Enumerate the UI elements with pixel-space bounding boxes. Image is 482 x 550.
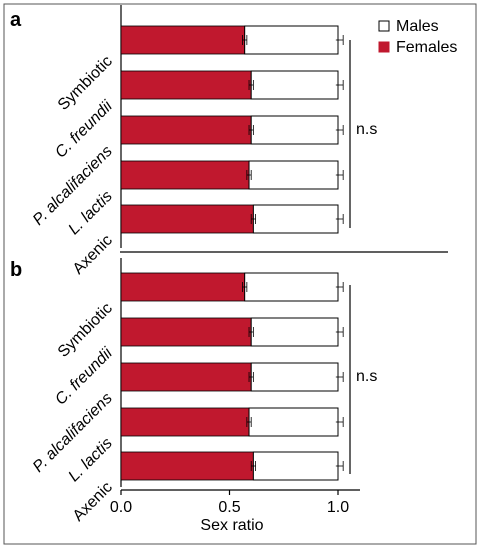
x-tick-label: 0.0 xyxy=(110,499,132,516)
bar-males xyxy=(244,25,339,55)
panel-a-label: a xyxy=(10,9,22,31)
x-tick-label: 0.5 xyxy=(218,499,240,516)
bar-males xyxy=(250,317,339,347)
panel-a-significance: n.s xyxy=(349,40,377,228)
bar-males xyxy=(252,451,339,481)
bar-males xyxy=(250,115,339,145)
panel-b-significance: n.s xyxy=(349,285,377,474)
bar-females xyxy=(120,160,250,190)
figure-frame xyxy=(3,3,477,545)
bar-females xyxy=(120,407,250,437)
bar-females xyxy=(120,70,252,100)
panel-b-bars xyxy=(120,272,344,481)
category-label: P. alcalifaciens xyxy=(30,143,116,229)
legend-swatch-females xyxy=(378,41,390,53)
bar-males xyxy=(250,362,339,392)
bar-females xyxy=(120,362,252,392)
bar-females xyxy=(120,272,246,302)
bar-males xyxy=(250,70,339,100)
bar-females xyxy=(120,25,246,55)
bar-males xyxy=(252,204,339,234)
bar-females xyxy=(120,204,254,234)
legend-label-females: Females xyxy=(396,39,457,56)
category-label: P. alcalifaciens xyxy=(30,390,116,476)
legend-label-males: Males xyxy=(396,18,439,35)
legend: Males Females xyxy=(378,18,457,56)
x-axis-labels: 0.0 0.5 1.0 xyxy=(110,489,360,516)
significance-label: n.s xyxy=(356,121,377,138)
bar-males xyxy=(248,160,339,190)
bar-males xyxy=(248,407,339,437)
bar-females xyxy=(120,451,254,481)
x-axis-title: Sex ratio xyxy=(200,517,263,534)
bar-females xyxy=(120,115,252,145)
significance-label: n.s xyxy=(356,368,377,385)
bar-females xyxy=(120,317,252,347)
bar-males xyxy=(244,272,339,302)
panel-b-label: b xyxy=(10,259,22,281)
legend-swatch-males xyxy=(378,20,390,32)
panel-a-bars xyxy=(120,25,344,234)
x-tick-label: 1.0 xyxy=(327,499,349,516)
